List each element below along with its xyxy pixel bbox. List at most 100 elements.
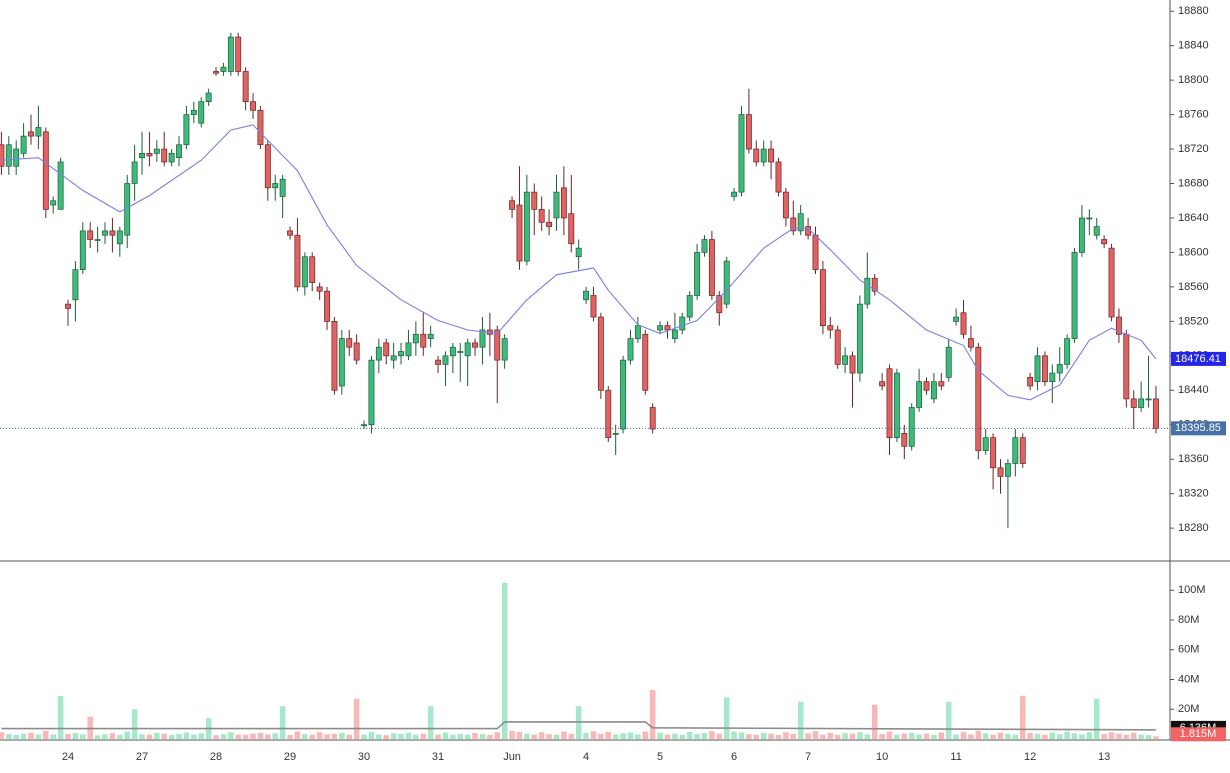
candle-body	[264, 144, 271, 189]
volume-bar	[731, 731, 737, 739]
last-volume-badge-bg	[1171, 727, 1226, 742]
volume-bar	[679, 734, 686, 739]
candle-body	[775, 161, 782, 193]
candle-body	[1108, 247, 1115, 318]
volume-bar	[775, 734, 782, 739]
candle-body	[375, 346, 382, 361]
candle-body	[745, 114, 752, 150]
y-tick-label: 18840	[1178, 40, 1209, 52]
candle-body	[1093, 226, 1100, 236]
volume-bar	[20, 733, 27, 739]
volume-bar	[383, 735, 390, 739]
y-tick-label: 18720	[1178, 143, 1209, 155]
volume-bar	[494, 732, 501, 739]
volume-bar	[945, 701, 952, 739]
volume-bar	[1027, 732, 1033, 739]
volume-bar	[842, 733, 848, 739]
volume-bar	[649, 689, 656, 739]
candle-body	[324, 290, 330, 322]
candle-body	[1138, 398, 1145, 408]
candle-body	[782, 191, 789, 219]
candle-body	[205, 92, 212, 103]
candle-body	[916, 381, 923, 408]
candle-body	[331, 321, 338, 391]
candle-body	[28, 131, 34, 137]
volume-bar	[827, 732, 834, 739]
volume-bar	[849, 733, 856, 739]
y-tick-label: 18440	[1178, 384, 1209, 396]
candle-body	[901, 433, 908, 447]
volume-bar	[0, 732, 5, 739]
candle-body	[272, 183, 279, 189]
candle-body	[1012, 437, 1019, 464]
volume-bar	[242, 734, 249, 739]
volume-bar	[1130, 732, 1137, 739]
volume-bar	[968, 734, 974, 739]
volume-bar	[531, 734, 538, 739]
ma-badge-bg	[1171, 351, 1226, 366]
volume-bar	[316, 732, 323, 739]
candle-body	[997, 467, 1004, 477]
candle-body	[139, 153, 145, 159]
candle-body	[435, 359, 442, 365]
volume-bar	[57, 695, 64, 739]
candle-body	[412, 333, 419, 344]
candle-body	[1115, 316, 1122, 335]
candle-body	[1130, 398, 1137, 408]
candle-body	[694, 252, 701, 296]
candle-body	[390, 355, 397, 361]
x-tick-label: 29	[284, 751, 296, 763]
x-tick-label: 5	[657, 751, 663, 763]
candle-body	[760, 148, 767, 163]
candle-body	[13, 148, 20, 167]
candle-body	[605, 389, 612, 439]
volume-bar	[405, 732, 412, 739]
volume-bar	[886, 731, 893, 739]
volume-bar	[605, 731, 612, 739]
candle-body	[1034, 355, 1041, 383]
candle-body	[361, 424, 367, 427]
volume-bar	[701, 733, 708, 739]
candle-body	[1056, 364, 1063, 374]
volume-bar	[820, 734, 826, 739]
volume-bar	[790, 733, 797, 739]
candle-body	[405, 342, 412, 357]
volume-bar	[353, 698, 360, 739]
candle-body	[316, 286, 323, 292]
volume-bar	[568, 733, 575, 739]
volume-tick-label: 80M	[1178, 614, 1199, 626]
x-tick-label: 27	[136, 751, 148, 763]
candle-body	[227, 36, 234, 72]
candle-body	[553, 191, 560, 219]
volume-bar	[464, 734, 471, 739]
volume-bar	[686, 732, 693, 739]
y-tick-label: 18280	[1178, 522, 1209, 534]
volume-bar	[672, 733, 678, 739]
candle-body	[842, 355, 849, 365]
x-tick-label: 30	[358, 751, 370, 763]
volume-bar	[272, 733, 279, 739]
volume-bar	[783, 732, 789, 739]
volume-tick-label: 100M	[1178, 584, 1206, 596]
volume-bar	[635, 734, 641, 739]
volume-bar	[1049, 732, 1056, 739]
candle-body	[116, 230, 123, 245]
volume-bar	[124, 731, 131, 739]
volume-bar	[65, 733, 71, 739]
candle-body	[879, 381, 886, 387]
x-tick-label: 7	[805, 751, 811, 763]
volume-bar	[982, 733, 989, 739]
volume-bar	[1071, 733, 1078, 739]
volume-bar	[768, 733, 774, 739]
volume-bar	[479, 734, 486, 739]
candle-body	[953, 316, 960, 322]
x-tick-label: 12	[1024, 751, 1036, 763]
volume-bar	[1064, 731, 1070, 739]
volume-bar	[612, 734, 619, 739]
volume-bar	[627, 732, 634, 739]
volume-bar	[1019, 695, 1026, 739]
candle-body	[834, 329, 841, 365]
candle-body	[516, 204, 523, 262]
candle-body	[57, 161, 64, 210]
candle-body	[627, 338, 634, 361]
